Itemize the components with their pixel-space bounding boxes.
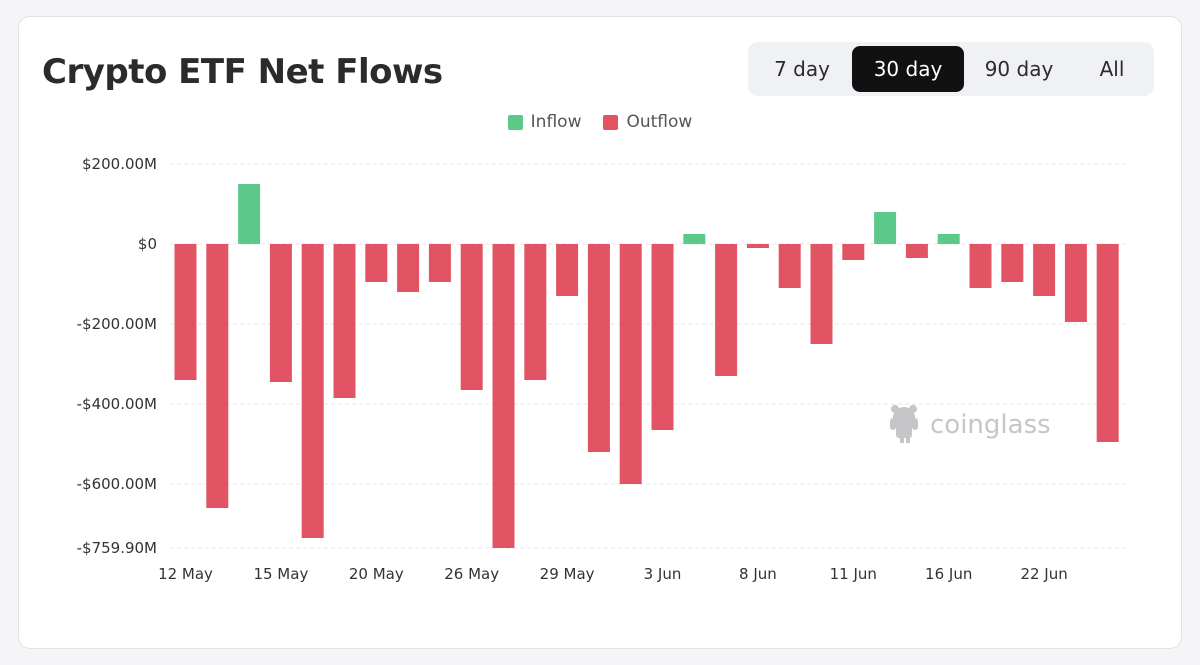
legend-item-outflow[interactable]: Outflow	[603, 112, 692, 132]
tab-30-day[interactable]: 30 day	[852, 46, 964, 92]
outflow-bar[interactable]	[1096, 244, 1119, 442]
watermark: coinglass	[890, 405, 1051, 443]
x-axis: 12 May 15 May 20 May 26 May 29 May 3 Jun 8 Jun…	[158, 565, 1068, 583]
outflow-bar[interactable]	[174, 244, 197, 380]
y-tick-label: $0	[138, 235, 157, 253]
y-tick-label: -$200.00M	[77, 315, 157, 333]
x-tick-label: 12 May	[158, 565, 213, 583]
range-tabs: 7 day 30 day 90 day All	[748, 42, 1154, 96]
outflow-bar[interactable]	[905, 244, 928, 258]
tab-90-day[interactable]: 90 day	[984, 57, 1054, 81]
inflow-bar[interactable]	[238, 184, 261, 244]
outflow-bar[interactable]	[1033, 244, 1056, 296]
outflow-bar[interactable]	[969, 244, 992, 288]
y-axis: $200.00M $0 -$200.00M -$400.00M -$600.00M -$7…	[77, 155, 157, 557]
x-tick-label: 16 Jun	[925, 565, 972, 583]
y-tick-label: $200.00M	[82, 155, 157, 173]
x-tick-label: 8 Jun	[739, 565, 777, 583]
x-tick-label: 15 May	[253, 565, 308, 583]
outflow-bar[interactable]	[842, 244, 865, 260]
page-title: Crypto ETF Net Flows	[42, 52, 443, 92]
watermark-text: coinglass	[930, 410, 1051, 440]
outflow-bar[interactable]	[778, 244, 801, 288]
outflow-bar[interactable]	[460, 244, 483, 390]
outflow-bar[interactable]	[746, 244, 769, 248]
grid-lines	[170, 163, 1128, 549]
legend-label-inflow: Inflow	[530, 112, 582, 132]
outflow-bar[interactable]	[301, 244, 324, 538]
outflow-swatch	[603, 114, 619, 130]
outflow-bar[interactable]	[206, 244, 229, 508]
inflow-bar[interactable]	[937, 234, 960, 244]
outflow-bar[interactable]	[428, 244, 451, 282]
inflow-bar[interactable]	[683, 234, 706, 244]
outflow-bar[interactable]	[651, 244, 674, 430]
x-tick-label: 3 Jun	[644, 565, 682, 583]
outflow-bar[interactable]	[810, 244, 833, 344]
x-tick-label: 29 May	[540, 565, 595, 583]
legend: Inflow Outflow	[0, 112, 1200, 132]
bars	[174, 184, 1119, 548]
coinglass-logo-icon	[890, 405, 918, 443]
y-tick-label: -$759.90M	[77, 539, 157, 557]
outflow-bar[interactable]	[365, 244, 388, 282]
outflow-bar[interactable]	[333, 244, 356, 398]
x-tick-label: 22 Jun	[1020, 565, 1067, 583]
outflow-bar[interactable]	[492, 244, 515, 548]
legend-item-inflow[interactable]: Inflow	[507, 112, 582, 132]
outflow-bar[interactable]	[715, 244, 738, 376]
y-tick-label: -$400.00M	[77, 395, 157, 413]
tab-7-day[interactable]: 7 day	[774, 57, 830, 81]
outflow-bar[interactable]	[269, 244, 292, 382]
inflow-swatch	[507, 114, 523, 130]
x-tick-label: 11 Jun	[830, 565, 877, 583]
x-tick-label: 26 May	[444, 565, 499, 583]
inflow-bar[interactable]	[874, 212, 897, 244]
legend-label-outflow: Outflow	[626, 112, 693, 132]
outflow-bar[interactable]	[1001, 244, 1024, 282]
outflow-bar[interactable]	[524, 244, 547, 380]
outflow-bar[interactable]	[587, 244, 610, 452]
tab-all[interactable]: All	[1099, 57, 1125, 81]
outflow-bar[interactable]	[619, 244, 642, 484]
y-tick-label: -$600.00M	[77, 475, 157, 493]
x-tick-label: 20 May	[349, 565, 404, 583]
outflow-bar[interactable]	[397, 244, 420, 292]
outflow-bar[interactable]	[556, 244, 579, 296]
outflow-bar[interactable]	[1064, 244, 1087, 322]
